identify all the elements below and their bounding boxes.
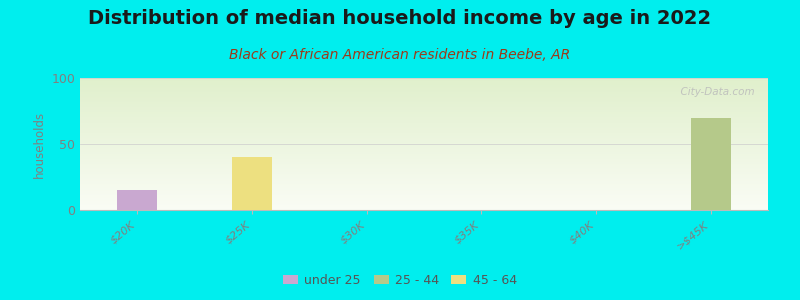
Text: City-Data.com: City-Data.com bbox=[674, 87, 754, 97]
Bar bbox=[690, 118, 730, 210]
Text: Black or African American residents in Beebe, AR: Black or African American residents in B… bbox=[230, 48, 570, 62]
Text: Distribution of median household income by age in 2022: Distribution of median household income … bbox=[89, 9, 711, 28]
Bar bbox=[232, 157, 272, 210]
Y-axis label: households: households bbox=[33, 110, 46, 178]
Legend: under 25, 25 - 44, 45 - 64: under 25, 25 - 44, 45 - 64 bbox=[279, 270, 521, 291]
Bar bbox=[118, 190, 158, 210]
